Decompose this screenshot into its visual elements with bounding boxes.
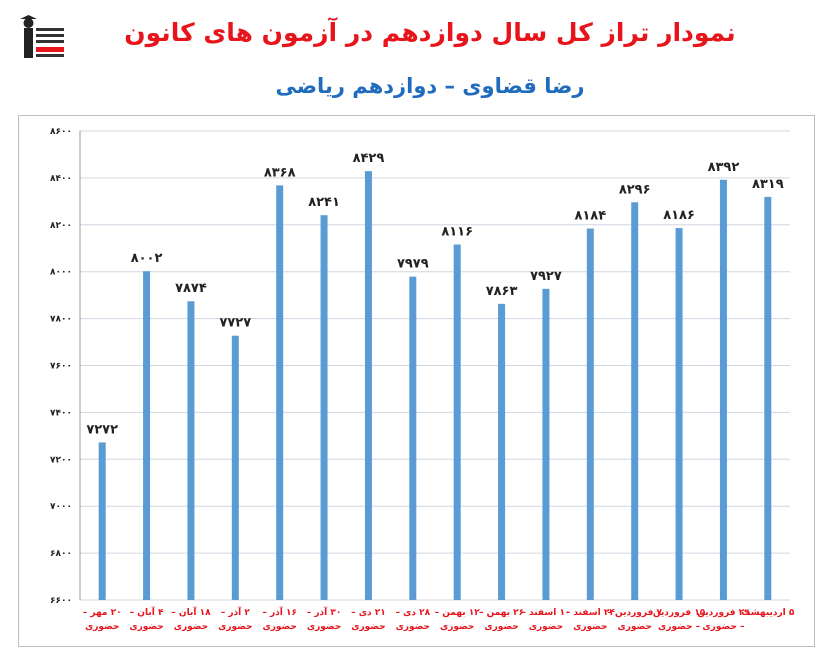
x-tick-label: – حضوری bbox=[702, 622, 745, 632]
x-tick-label: ۱۸ آبان – bbox=[171, 606, 211, 618]
bar bbox=[187, 301, 195, 600]
x-tick-label: حضوری bbox=[262, 622, 296, 632]
bar bbox=[586, 228, 594, 600]
data-label: ۸۲۹۶ bbox=[619, 182, 651, 197]
data-label: ۷۷۲۷ bbox=[219, 316, 251, 331]
x-tick-label: حضوری bbox=[218, 622, 252, 632]
x-tick-label: ۱۲ بهمن – bbox=[435, 608, 481, 618]
bar bbox=[675, 228, 683, 600]
bar bbox=[231, 335, 239, 600]
x-tick-label: حضوری bbox=[307, 622, 341, 632]
kanoon-logo-icon bbox=[20, 14, 66, 64]
x-tick-label: ۵ اردیبهشت bbox=[741, 608, 795, 618]
bar bbox=[364, 171, 372, 601]
data-label: ۷۹۲۷ bbox=[530, 269, 562, 284]
x-tick-label: ۲۸ دی – bbox=[395, 608, 430, 618]
plot-area bbox=[18, 115, 815, 647]
data-label: ۷۸۶۳ bbox=[486, 284, 518, 299]
bar bbox=[143, 271, 151, 600]
x-tick-label: ۲۱ دی – bbox=[351, 608, 386, 618]
x-tick-label: ۲۶ بهمن – bbox=[479, 608, 524, 618]
chart-title: نمودار تراز کل سال دوازدهم در آزمون های … bbox=[124, 18, 736, 47]
x-tick-label: حضوری bbox=[529, 622, 563, 632]
x-tick-label: حضوری bbox=[174, 622, 208, 632]
y-tick-label: ۸۰۰۰ bbox=[50, 268, 72, 278]
bar bbox=[498, 303, 506, 600]
y-tick-label: ۷۸۰۰ bbox=[50, 315, 72, 325]
x-tick-label: حضوری bbox=[85, 622, 119, 632]
bar bbox=[98, 442, 106, 600]
y-tick-label: ۶۸۰۰ bbox=[50, 549, 72, 559]
y-tick-label: ۷۰۰۰ bbox=[50, 502, 72, 512]
bar bbox=[409, 276, 417, 600]
bar bbox=[631, 202, 639, 600]
x-tick-label: حضوری bbox=[129, 622, 163, 632]
x-tick-label: حضوری bbox=[617, 622, 651, 632]
x-tick-label: حضوری bbox=[351, 622, 385, 632]
bar bbox=[764, 196, 772, 600]
x-tick-label: ۲ آذر – bbox=[221, 606, 251, 618]
x-tick-label: ۷ فروردین – bbox=[607, 608, 662, 618]
x-tick-label: – حضوری bbox=[658, 622, 701, 632]
bar bbox=[719, 179, 727, 600]
x-tick-label: ۲۴ اسفند – bbox=[566, 608, 616, 618]
data-label: ۸۱۸۶ bbox=[663, 208, 695, 223]
x-tick-label: حضوری bbox=[440, 622, 474, 632]
x-tick-label: حضوری bbox=[396, 622, 430, 632]
data-label: ۸۴۲۹ bbox=[353, 151, 385, 166]
x-tick-label: ۱۰ اسفند – bbox=[521, 608, 570, 618]
data-label: ۸۱۱۶ bbox=[441, 224, 473, 239]
x-tick-label: ۱۵ فروردین bbox=[653, 608, 706, 618]
y-tick-label: ۸۲۰۰ bbox=[50, 221, 72, 231]
bar bbox=[453, 244, 461, 601]
bar bbox=[542, 288, 550, 600]
data-label: ۸۱۸۴ bbox=[574, 209, 606, 224]
x-tick-label: حضوری bbox=[484, 622, 518, 632]
y-tick-label: ۸۶۰۰ bbox=[50, 127, 72, 137]
x-tick-label: ۳۰ آذر – bbox=[307, 606, 342, 618]
data-label: ۷۹۷۹ bbox=[397, 257, 429, 272]
x-tick-label: ۴ آبان – bbox=[130, 606, 164, 618]
y-tick-label: ۷۴۰۰ bbox=[50, 408, 72, 418]
y-tick-label: ۸۴۰۰ bbox=[50, 174, 72, 184]
y-tick-label: ۶۶۰۰ bbox=[50, 596, 72, 606]
data-label: ۸۳۱۹ bbox=[752, 177, 784, 192]
x-tick-label: ۲۰ مهر – bbox=[83, 608, 122, 618]
bar bbox=[320, 215, 328, 601]
y-tick-label: ۷۶۰۰ bbox=[50, 362, 72, 372]
x-tick-label: حضوری bbox=[573, 622, 607, 632]
data-label: ۷۲۷۲ bbox=[86, 422, 118, 437]
y-tick-label: ۷۲۰۰ bbox=[50, 455, 72, 465]
data-label: ۸۳۶۸ bbox=[264, 165, 296, 180]
bar bbox=[276, 185, 284, 601]
chart-subtitle: رضا قضاوی – دوازدهم ریاضی bbox=[275, 74, 585, 98]
data-label: ۸۲۴۱ bbox=[308, 195, 340, 210]
data-label: ۸۳۹۲ bbox=[708, 160, 740, 175]
x-tick-label: ۱۶ آذر – bbox=[262, 606, 297, 618]
data-label: ۷۸۷۴ bbox=[175, 281, 207, 296]
x-tick-label: ۲۹ فروردین bbox=[697, 608, 750, 618]
data-label: ۸۰۰۲ bbox=[131, 251, 163, 266]
